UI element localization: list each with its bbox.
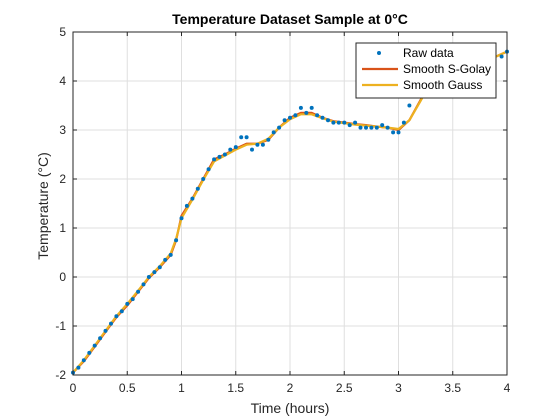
raw-data-point <box>250 148 254 152</box>
raw-data-point <box>185 204 189 208</box>
y-tick-label: 1 <box>59 221 66 235</box>
legend-label: Smooth S-Golay <box>403 62 491 76</box>
raw-data-point <box>337 121 341 125</box>
raw-data-point <box>125 302 129 306</box>
raw-data-point <box>283 118 287 122</box>
y-tick-label: -2 <box>55 368 66 382</box>
raw-data-point <box>87 351 91 355</box>
raw-data-point <box>364 126 368 130</box>
raw-data-point <box>163 258 167 262</box>
raw-data-point <box>98 336 102 340</box>
raw-data-point <box>359 126 363 130</box>
raw-data-point <box>180 216 184 220</box>
raw-data-point <box>212 157 216 161</box>
raw-data-point <box>152 270 156 274</box>
x-tick-label: 3.5 <box>444 381 461 395</box>
x-tick-label: 0.5 <box>119 381 136 395</box>
raw-data-point <box>272 130 276 134</box>
raw-data-point <box>234 145 238 149</box>
x-tick-label: 1.5 <box>227 381 244 395</box>
raw-data-point <box>315 113 319 117</box>
x-tick-label: 0 <box>70 381 77 395</box>
raw-data-point <box>293 113 297 117</box>
raw-data-point <box>261 143 265 147</box>
raw-data-point <box>402 121 406 125</box>
raw-data-point <box>369 126 373 130</box>
raw-data-point <box>104 329 108 333</box>
y-tick-label: 2 <box>59 172 66 186</box>
y-tick-label: 4 <box>59 74 66 88</box>
raw-data-point <box>207 167 211 171</box>
x-axis-label: Time (hours) <box>251 400 330 416</box>
y-axis-label: Temperature (°C) <box>35 152 51 260</box>
x-tick-label: 2 <box>287 381 294 395</box>
raw-data-point <box>196 187 200 191</box>
x-tick-label: 1 <box>178 381 185 395</box>
y-tick-label: 3 <box>59 123 66 137</box>
x-tick-label: 3 <box>395 381 402 395</box>
raw-data-point <box>326 118 330 122</box>
legend-label: Smooth Gauss <box>403 78 482 92</box>
raw-data-point <box>142 282 146 286</box>
raw-data-point <box>228 148 232 152</box>
raw-data-point <box>169 253 173 257</box>
raw-data-point <box>353 121 357 125</box>
y-tick-label: 0 <box>59 270 66 284</box>
raw-data-point <box>348 123 352 127</box>
raw-data-point <box>131 297 135 301</box>
raw-data-point <box>266 138 270 142</box>
x-tick-label: 2.5 <box>336 381 353 395</box>
x-tick-label: 4 <box>504 381 511 395</box>
raw-data-point <box>239 135 243 139</box>
raw-data-point <box>201 177 205 181</box>
raw-data-point <box>136 290 140 294</box>
raw-data-point <box>321 116 325 120</box>
raw-data-point <box>407 104 411 108</box>
raw-data-point <box>190 197 194 201</box>
raw-data-point <box>288 116 292 120</box>
y-tick-label: -1 <box>55 319 66 333</box>
raw-data-point <box>245 135 249 139</box>
raw-data-point <box>331 121 335 125</box>
raw-data-point <box>218 155 222 159</box>
raw-data-point <box>277 126 281 130</box>
raw-data-point <box>310 106 314 110</box>
raw-data-point <box>223 153 227 157</box>
raw-data-point <box>109 322 113 326</box>
legend-label: Raw data <box>403 46 454 60</box>
raw-data-point <box>342 121 346 125</box>
raw-data-point <box>500 55 504 59</box>
raw-data-point <box>299 106 303 110</box>
chart-title: Temperature Dataset Sample at 0°C <box>172 11 408 27</box>
raw-data-point <box>93 344 97 348</box>
raw-data-point <box>391 130 395 134</box>
raw-data-point <box>82 358 86 362</box>
legend: Raw data Smooth S-Golay Smooth Gauss <box>356 43 496 98</box>
raw-data-point <box>304 111 308 115</box>
raw-data-point <box>114 314 118 318</box>
raw-data-point <box>255 143 259 147</box>
legend-marker <box>377 51 381 55</box>
raw-data-point <box>375 126 379 130</box>
raw-data-point <box>147 275 151 279</box>
y-tick-label: 5 <box>59 25 66 39</box>
raw-data-point <box>386 126 390 130</box>
raw-data-point <box>76 366 80 370</box>
raw-data-point <box>397 130 401 134</box>
raw-data-point <box>158 265 162 269</box>
raw-data-point <box>120 309 124 313</box>
raw-data-point <box>380 123 384 127</box>
raw-data-point <box>174 238 178 242</box>
